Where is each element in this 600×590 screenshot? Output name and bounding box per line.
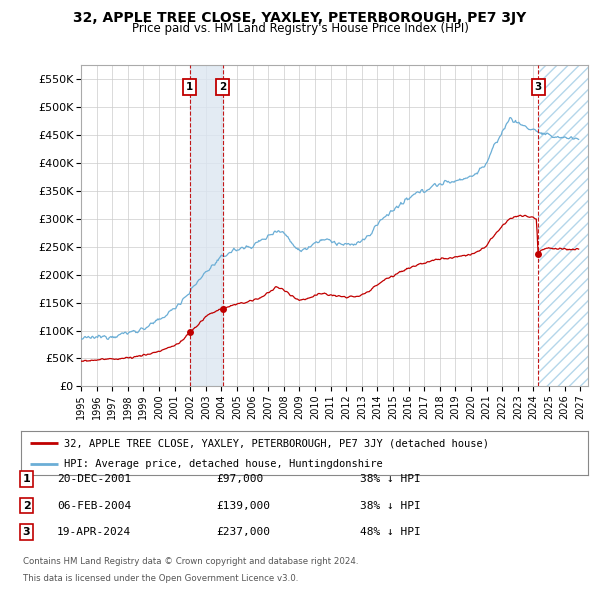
Text: 3: 3 [535, 82, 542, 92]
Text: 3: 3 [23, 527, 31, 537]
Text: Price paid vs. HM Land Registry's House Price Index (HPI): Price paid vs. HM Land Registry's House … [131, 22, 469, 35]
Text: £237,000: £237,000 [216, 527, 270, 537]
Text: 20-DEC-2001: 20-DEC-2001 [57, 474, 131, 484]
Text: HPI: Average price, detached house, Huntingdonshire: HPI: Average price, detached house, Hunt… [64, 459, 382, 469]
Text: 32, APPLE TREE CLOSE, YAXLEY, PETERBOROUGH, PE7 3JY: 32, APPLE TREE CLOSE, YAXLEY, PETERBOROU… [73, 11, 527, 25]
Text: 48% ↓ HPI: 48% ↓ HPI [360, 527, 421, 537]
Text: £139,000: £139,000 [216, 501, 270, 510]
Text: 06-FEB-2004: 06-FEB-2004 [57, 501, 131, 510]
Text: £97,000: £97,000 [216, 474, 263, 484]
Bar [190, 65, 223, 386]
Text: 19-APR-2024: 19-APR-2024 [57, 527, 131, 537]
Text: 1: 1 [186, 82, 193, 92]
Bar [538, 65, 588, 386]
Text: 1: 1 [23, 474, 31, 484]
Bar [538, 65, 588, 386]
Text: 2: 2 [219, 82, 226, 92]
Text: Contains HM Land Registry data © Crown copyright and database right 2024.: Contains HM Land Registry data © Crown c… [23, 558, 358, 566]
Text: This data is licensed under the Open Government Licence v3.0.: This data is licensed under the Open Gov… [23, 574, 298, 583]
Text: 38% ↓ HPI: 38% ↓ HPI [360, 474, 421, 484]
Text: 32, APPLE TREE CLOSE, YAXLEY, PETERBOROUGH, PE7 3JY (detached house): 32, APPLE TREE CLOSE, YAXLEY, PETERBOROU… [64, 438, 488, 448]
Text: 38% ↓ HPI: 38% ↓ HPI [360, 501, 421, 510]
Text: 2: 2 [23, 501, 31, 510]
